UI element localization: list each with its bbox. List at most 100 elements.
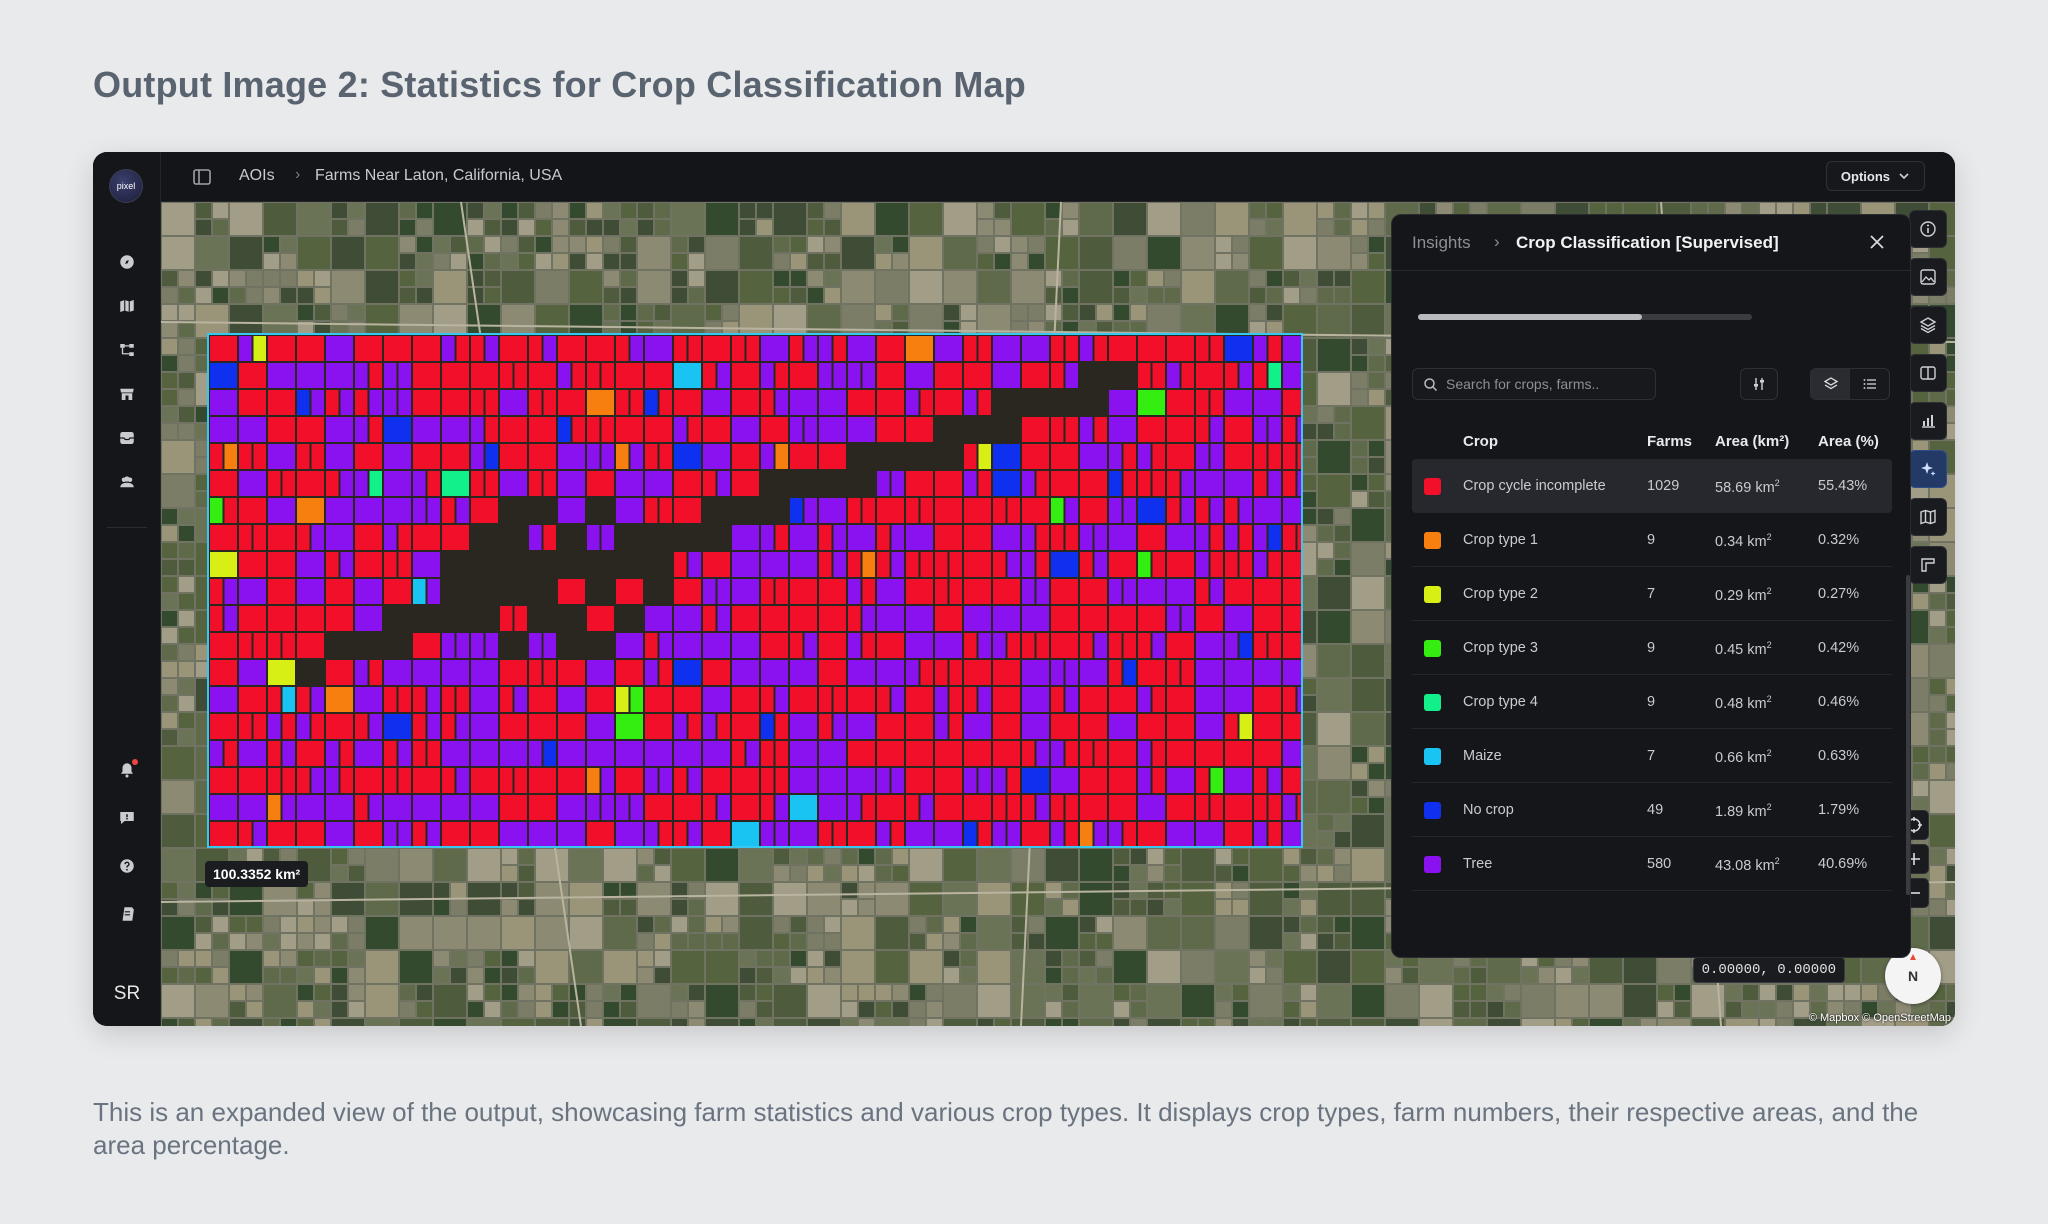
- classified-field: [442, 498, 455, 523]
- close-icon[interactable]: [1866, 231, 1888, 253]
- basemap-field: [723, 917, 738, 932]
- archive-icon[interactable]: [115, 426, 139, 450]
- basemap-field: [1318, 849, 1333, 864]
- basemap-field: [910, 934, 925, 949]
- tool-split-view[interactable]: [1909, 354, 1947, 392]
- app-logo[interactable]: pixel: [109, 169, 143, 203]
- bell-icon[interactable]: [115, 758, 139, 782]
- classified-field: [848, 768, 875, 793]
- basemap-field: [332, 1019, 364, 1026]
- classified-field: [1094, 552, 1107, 577]
- classified-field: [398, 552, 411, 577]
- classified-field: [833, 714, 846, 739]
- basemap-field: [536, 271, 568, 303]
- area-percent: 0.63%: [1818, 748, 1860, 764]
- tool-layers[interactable]: [1909, 306, 1947, 344]
- layer-view-button[interactable]: [1811, 369, 1850, 399]
- classified-field: [964, 606, 991, 631]
- basemap-field: [1947, 407, 1955, 422]
- basemap-field: [842, 849, 857, 864]
- classified-field: [427, 822, 440, 846]
- classified-field: [471, 417, 484, 442]
- help-icon[interactable]: [115, 854, 139, 878]
- basemap-field: [1743, 985, 1758, 1000]
- basemap-field: [672, 271, 687, 286]
- tool-image[interactable]: [1909, 258, 1947, 296]
- basemap-field: [740, 305, 772, 337]
- basemap-field: [1726, 1002, 1741, 1017]
- tool-map-book[interactable]: [1909, 498, 1947, 536]
- basemap-field: [519, 254, 534, 269]
- classified-field: [746, 741, 759, 766]
- store-icon[interactable]: [115, 382, 139, 406]
- tool-insights[interactable]: [1909, 450, 1947, 488]
- basemap-field: [672, 237, 687, 252]
- classified-field: [1051, 336, 1064, 361]
- basemap-field: [485, 968, 500, 983]
- tool-info[interactable]: [1909, 210, 1947, 248]
- basemap-field: [536, 1019, 568, 1026]
- search-input[interactable]: [1446, 376, 1636, 392]
- basemap-field: [1369, 356, 1384, 371]
- tool-chart[interactable]: [1909, 402, 1947, 440]
- user-avatar[interactable]: SR: [113, 983, 141, 1004]
- classified-field: [964, 498, 991, 523]
- classified-field: [717, 795, 730, 820]
- col-crop[interactable]: Crop: [1463, 433, 1498, 450]
- classified-field: [978, 768, 991, 793]
- basemap-field: [740, 220, 755, 235]
- basemap-field: [1097, 951, 1112, 966]
- options-button[interactable]: Options: [1825, 161, 1925, 191]
- table-row[interactable]: No crop 49 1.89 km2 1.79%: [1412, 783, 1892, 837]
- classified-field: [297, 525, 310, 550]
- basemap-field: [468, 220, 483, 235]
- sidebar-toggle-icon[interactable]: [191, 166, 213, 188]
- team-icon[interactable]: [115, 470, 139, 494]
- table-row[interactable]: Crop cycle incomplete 1029 58.69 km2 55.43%: [1412, 459, 1892, 513]
- basemap-field: [672, 900, 687, 915]
- map-icon[interactable]: [115, 294, 139, 318]
- feedback-icon[interactable]: [115, 806, 139, 830]
- classified-field: [442, 417, 469, 442]
- basemap-field: [774, 968, 789, 983]
- basemap-field: [570, 271, 602, 303]
- table-row[interactable]: Maize 7 0.66 km2 0.63%: [1412, 729, 1892, 783]
- basemap-field: [944, 917, 959, 932]
- col-farms[interactable]: Farms: [1647, 433, 1693, 450]
- table-row[interactable]: Crop type 1 9 0.34 km2 0.32%: [1412, 513, 1892, 567]
- basemap-field: [1318, 526, 1333, 541]
- tool-ruler[interactable]: [1909, 546, 1947, 584]
- color-swatch: [1424, 694, 1441, 711]
- classified-field: [1196, 606, 1223, 631]
- basemap-field: [1760, 1019, 1775, 1026]
- table-row[interactable]: Crop type 2 7 0.29 km2 0.27%: [1412, 567, 1892, 621]
- basemap-field: [434, 849, 466, 881]
- list-view-button[interactable]: [1850, 369, 1889, 399]
- basemap-field: [706, 849, 738, 881]
- basemap-field: [604, 288, 619, 303]
- classified-field: [1022, 687, 1049, 712]
- workflow-icon[interactable]: [115, 338, 139, 362]
- basemap-field: [1250, 203, 1265, 218]
- aoi-area-label: 100.3352 km²: [213, 866, 301, 882]
- basemap-field: [1369, 492, 1384, 507]
- classified-field: [1022, 363, 1049, 388]
- compass-icon[interactable]: [115, 250, 139, 274]
- table-row[interactable]: Crop type 3 9 0.45 km2 0.42%: [1412, 621, 1892, 675]
- classified-field: [645, 822, 658, 846]
- classified-field: [1225, 336, 1252, 361]
- basemap-field: [1335, 203, 1350, 218]
- basemap-field: [1930, 645, 1955, 677]
- classified-field: [761, 768, 774, 793]
- table-row[interactable]: Crop type 4 9 0.48 km2 0.46%: [1412, 675, 1892, 729]
- panel-crumb-insights[interactable]: Insights: [1412, 233, 1471, 252]
- table-row[interactable]: Tree 580 43.08 km2 40.69%: [1412, 837, 1892, 891]
- basemap-field: [1658, 1019, 1690, 1026]
- map-attribution[interactable]: © Mapbox © OpenStreetMap: [1808, 1012, 1951, 1024]
- docs-icon[interactable]: [115, 902, 139, 926]
- filter-button[interactable]: [1740, 368, 1778, 400]
- col-area-km[interactable]: Area (km²): [1715, 433, 1790, 450]
- panel-scrollbar[interactable]: [1906, 575, 1910, 895]
- breadcrumb-aois[interactable]: AOIs: [239, 167, 275, 184]
- col-area-pct[interactable]: Area (%): [1818, 433, 1879, 450]
